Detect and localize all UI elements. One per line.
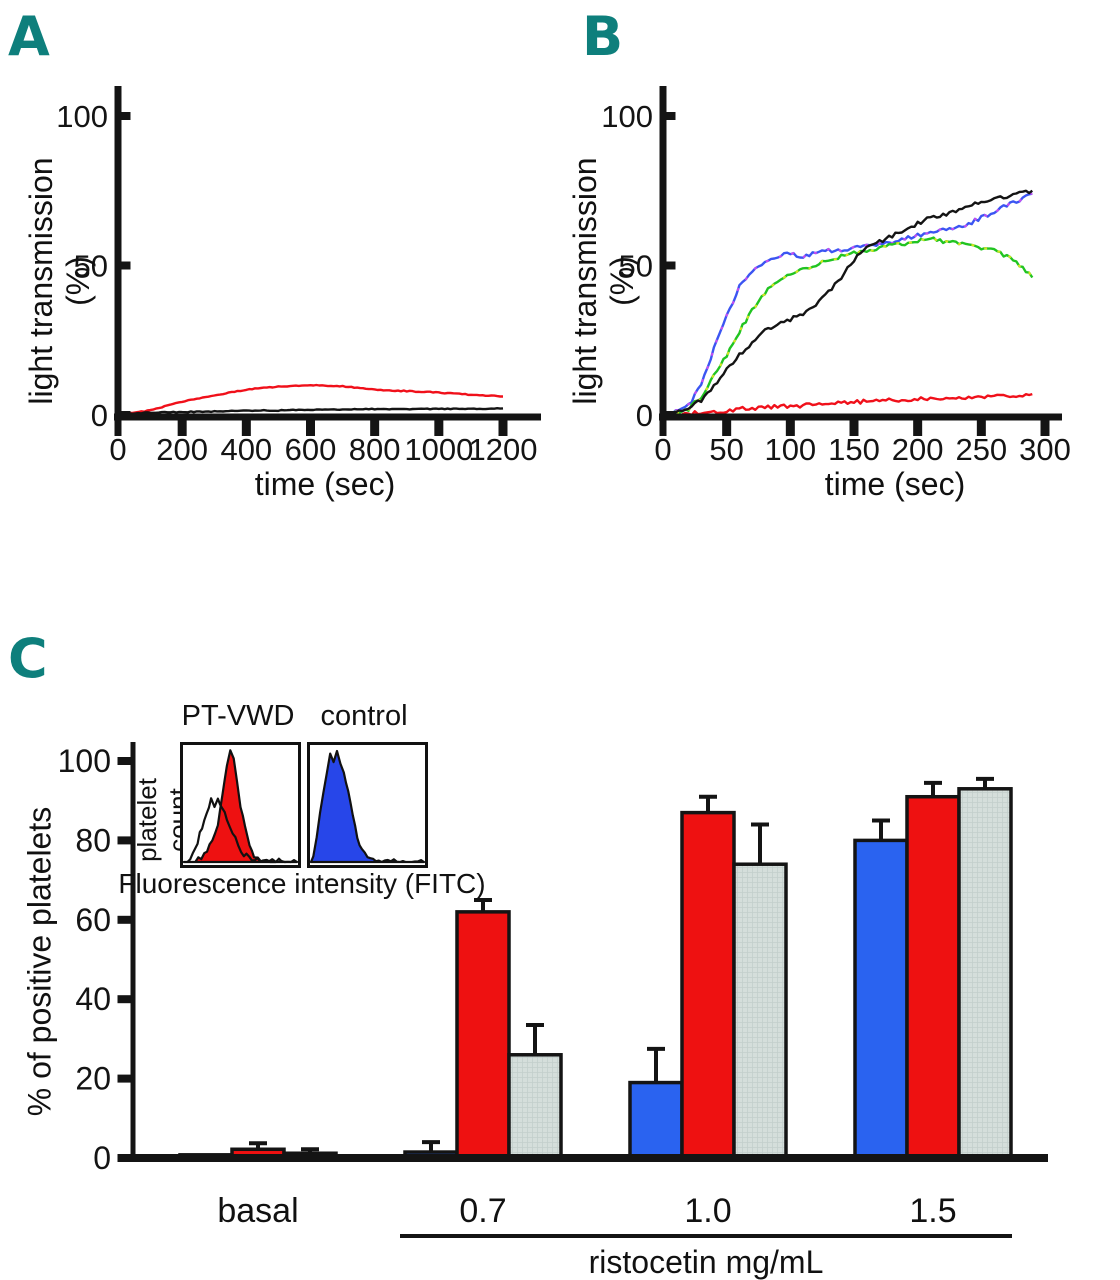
bar-red-1.0 [680, 810, 736, 1160]
panel-b-letter: B [582, 5, 624, 68]
panel-a-y-tick-label: 0 [91, 398, 108, 433]
panel-b-x-tick-label: 50 [709, 432, 743, 467]
panel-b-x-axis-title: time (sec) [824, 466, 966, 502]
bar-blue-1.5 [853, 838, 909, 1160]
panel-c-y-tick-label: 60 [75, 902, 111, 938]
inset-ptvwd-title: PT-VWD [181, 700, 295, 732]
panel-b-y-tick-mark [666, 112, 676, 120]
panel-a-y-tick-label: 100 [56, 99, 108, 134]
panel-a-x-axis-title: time (sec) [254, 466, 396, 502]
panel-c-y-tick-mark [117, 836, 131, 845]
panel-c-y-tick-mark [117, 757, 131, 765]
bar-red-1.5 [905, 794, 961, 1160]
panel-c-y-tick-mark [117, 1074, 131, 1083]
panel-a-x-tick-label: 200 [156, 432, 208, 467]
panel-a-x-tick-mark [306, 420, 315, 436]
panel-c-x-axis-title: ristocetin mg/mL [588, 1244, 824, 1280]
bar-red-0.7 [455, 910, 511, 1160]
panel-c-y-tick-label: 0 [93, 1140, 111, 1176]
panel-c-plot: 0 20 40 60 80 100 [58, 742, 1048, 1176]
panel-b-series-green-curve [663, 236, 1034, 417]
panel-a-x-tick-label: 1200 [469, 432, 538, 467]
panel-b-plot: 0 50 100 150 200 250 300 0 50 100 [601, 86, 1071, 467]
panel-a-series-red-curve [117, 383, 503, 417]
inset-control-box [307, 742, 428, 868]
category-label-basal: basal [217, 1192, 299, 1230]
histogram-curve-ptvwd-red [182, 749, 299, 864]
panel-b-y-tick-label: 50 [619, 249, 653, 284]
panel-a-x-tick-mark [177, 420, 187, 436]
histogram-control [309, 749, 426, 864]
panel-b-y-tick-mark [666, 411, 676, 419]
panel-a-y-tick-mark [121, 411, 131, 419]
inset-ptvwd-box [180, 742, 301, 868]
panel-b-x-tick-mark [976, 420, 986, 436]
category-label-0-7: 0.7 [459, 1192, 507, 1230]
panel-c-y-tick-mark [117, 915, 131, 924]
panel-c-y-axis-title: % of positive platelets [21, 806, 58, 1117]
panel-a-y-axis-title: light transmission (%) [23, 157, 96, 405]
panel-a-x-tick-label: 800 [349, 432, 401, 467]
panel-b-x-tick-label: 200 [892, 432, 944, 467]
panel-c-y-tick-label: 20 [75, 1061, 111, 1097]
histogram-curve-ptvwd-open [186, 797, 298, 864]
panel-b-x-tick-label: 150 [828, 432, 880, 467]
panel-b-x-tick-mark [1040, 420, 1050, 436]
panel-b-x-tick-mark [785, 420, 795, 436]
panel-a-x-tick-label: 600 [285, 432, 337, 467]
panel-a-x-tick-label: 400 [220, 432, 272, 467]
panel-b-series-red-curve [663, 392, 1033, 417]
panel-a-x-tick-label: 0 [109, 432, 126, 467]
panel-a-x-tick-label: 1000 [404, 432, 473, 467]
panel-a-letter: A [8, 5, 50, 68]
panel-b-series-green-accent [663, 236, 1034, 416]
panel-c-letter: C [8, 627, 48, 690]
panel-b-y-tick-label: 0 [636, 398, 653, 433]
bar-blue-1.0 [628, 1080, 684, 1160]
panel-b-y-tick-label: 100 [601, 99, 653, 134]
panel-b-x-tick-label: 300 [1019, 432, 1071, 467]
panel-b-series-blue-curve [662, 192, 1033, 417]
panel-b-x-tick-label: 100 [764, 432, 816, 467]
panel-a-y-tick-mark [121, 112, 131, 120]
panel-a-series-black-curve [117, 407, 504, 416]
category-label-1-5: 1.5 [909, 1192, 957, 1230]
panel-a-x-tick-mark [434, 420, 444, 436]
ristocetin-underline [400, 1234, 1012, 1238]
panel-c-y-tick-label: 100 [58, 743, 111, 779]
panel-b-series-black-curve [662, 189, 1034, 417]
panel-a-y-tick-label: 50 [74, 249, 108, 284]
bar-gray-1.5 [957, 787, 1013, 1160]
panel-b-x-tick-mark [913, 420, 923, 436]
histogram-ptvwd [182, 749, 299, 864]
bar-gray-1.0 [732, 862, 788, 1160]
panel-a-x-tick-mark [498, 420, 508, 436]
panel-b-x-tick-mark [849, 420, 859, 436]
panel-b-y-axis-title: light transmission (%) [567, 157, 640, 405]
panel-a-x-tick-mark [370, 420, 380, 436]
panel-b-x-tick-label: 250 [955, 432, 1007, 467]
inset-control-title: control [320, 700, 408, 732]
histogram-curve-control-blue [309, 749, 426, 864]
panel-c-y-tick-label: 80 [75, 822, 111, 858]
panel-b-x-tick-label: 0 [654, 432, 671, 467]
panel-a-y-tick-mark [121, 261, 131, 270]
category-label-1-0: 1.0 [684, 1192, 732, 1230]
bar-gray-0.7 [507, 1053, 563, 1160]
inset-x-axis-title: Fluorescence intensity (FITC) [118, 868, 486, 899]
panel-c-y-tick-mark [117, 995, 131, 1004]
panel-b-x-tick-mark [722, 420, 732, 436]
panel-b-y-tick-mark [666, 261, 676, 270]
panel-a-x-tick-mark [241, 420, 251, 436]
panel-c-y-tick-label: 40 [75, 981, 111, 1017]
panel-c-y-tick-mark [117, 1154, 131, 1162]
